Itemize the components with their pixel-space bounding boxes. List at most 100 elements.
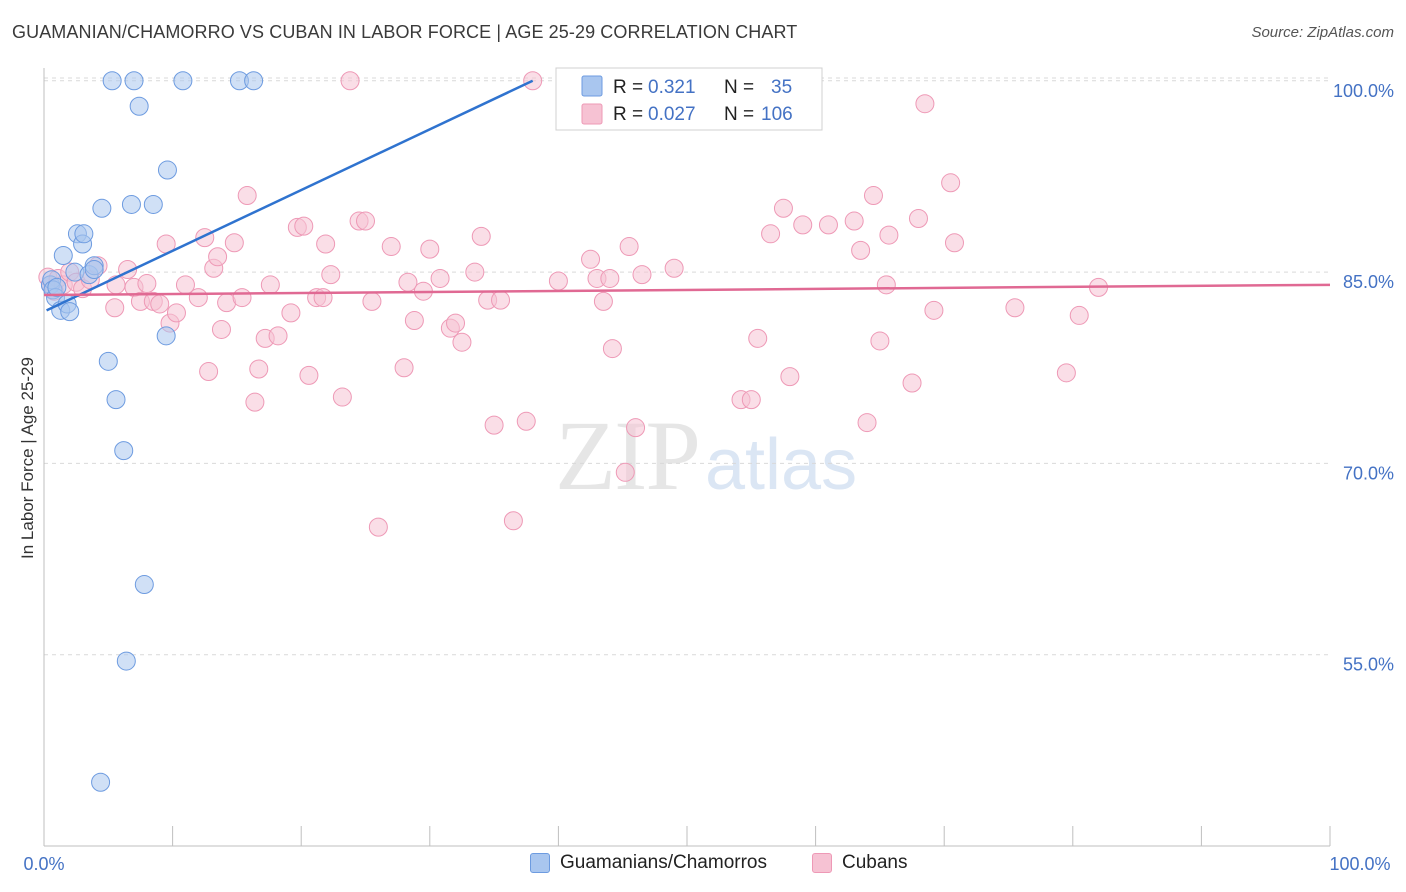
guamanian-point-29 — [157, 160, 177, 180]
cuban-point-91 — [863, 186, 883, 206]
source-credit: Source: ZipAtlas.com — [1251, 24, 1394, 41]
cuban-point-78 — [632, 265, 652, 285]
cuban-point-81 — [741, 390, 761, 410]
cuban-point-75 — [615, 462, 635, 482]
guamanian-point-32 — [244, 71, 264, 91]
cuban-point-37 — [281, 303, 301, 323]
guamanian-point-26 — [134, 575, 154, 595]
chart-title: GUAMANIAN/CHAMORRO VS CUBAN IN LABOR FOR… — [12, 22, 798, 42]
cuban-point-26 — [208, 247, 228, 267]
guamanian-point-12 — [74, 224, 94, 244]
cuban-point-39 — [294, 216, 314, 236]
cuban-point-35 — [260, 275, 280, 295]
bottom-legend: Guamanians/Chamorros Cubans — [0, 852, 1406, 878]
guamanian-point-18 — [98, 351, 118, 371]
legend-swatch-blue — [581, 75, 603, 97]
cuban-point-66 — [503, 511, 523, 531]
legend-n-label-pink: N = — [724, 104, 754, 125]
legend-item-guamanians: Guamanians/Chamorros — [530, 852, 767, 874]
cuban-point-89 — [851, 240, 871, 260]
legend-label-guamanians: Guamanians/Chamorros — [560, 852, 767, 873]
y-tick-label-3: 55.0% — [1343, 655, 1394, 675]
guamanian-point-16 — [92, 198, 112, 218]
stats-legend: R = 0.321 N = 35 R = 0.027 N = 106 — [555, 67, 823, 131]
cuban-point-67 — [516, 411, 536, 431]
cuban-point-88 — [844, 211, 864, 231]
cuban-point-61 — [465, 262, 485, 282]
y-tick-label-0: 100.0% — [1333, 81, 1394, 101]
guamanian-point-20 — [106, 390, 126, 410]
cuban-point-100 — [944, 233, 964, 253]
cuban-point-86 — [793, 215, 813, 235]
guamanian-point-19 — [102, 71, 122, 91]
cuban-point-46 — [340, 71, 360, 91]
cuban-point-87 — [818, 215, 838, 235]
legend-r-label-blue: R = — [613, 77, 643, 98]
x-ticks — [43, 826, 1331, 846]
guamanian-point-21 — [114, 441, 134, 461]
cuban-point-96 — [908, 208, 928, 228]
cuban-point-42 — [313, 288, 333, 308]
cuban-point-32 — [245, 392, 265, 412]
cuban-point-69 — [548, 271, 568, 291]
cuban-point-52 — [394, 358, 414, 378]
zipatlas-watermark: ZIPatlas — [555, 398, 857, 513]
cuban-point-102 — [1056, 363, 1076, 383]
cuban-point-76 — [619, 237, 639, 257]
y-tick-label-2: 70.0% — [1343, 463, 1394, 483]
cuban-point-20 — [166, 303, 186, 323]
cuban-point-64 — [484, 415, 504, 435]
watermark-atlas: atlas — [705, 425, 858, 505]
cuban-point-92 — [870, 331, 890, 351]
cuban-point-60 — [452, 332, 472, 352]
cuban-point-15 — [137, 274, 157, 294]
cuban-point-85 — [780, 367, 800, 387]
cuban-point-99 — [941, 173, 961, 193]
legend-swatch-guamanians — [530, 853, 550, 873]
cuban-point-50 — [368, 517, 388, 537]
axes — [43, 68, 1330, 847]
cuban-point-56 — [420, 239, 440, 259]
legend-n-value-blue: 35 — [771, 77, 792, 98]
guamanian-point-8 — [60, 302, 80, 322]
legend-r-value-blue: 0.321 — [648, 77, 696, 98]
guamanian-point-24 — [124, 71, 144, 91]
guamanian-point-23 — [121, 194, 141, 214]
cuban-point-29 — [224, 233, 244, 253]
cuban-point-103 — [1069, 305, 1089, 325]
cuban-point-95 — [902, 373, 922, 393]
cuban-point-93 — [876, 275, 896, 295]
legend-n-value-pink: 106 — [761, 104, 793, 125]
cuban-point-53 — [398, 272, 418, 292]
cuban-point-90 — [857, 413, 877, 433]
cuban-point-49 — [362, 291, 382, 311]
guamanian-point-22 — [116, 651, 136, 671]
x-tick-label-max: 100.0% — [1329, 854, 1390, 874]
cuban-point-79 — [664, 258, 684, 278]
cuban-point-83 — [761, 224, 781, 244]
cuban-point-74 — [602, 339, 622, 359]
cuban-point-44 — [321, 265, 341, 285]
legend-label-cubans: Cubans — [842, 852, 908, 873]
cuban-point-72 — [593, 291, 613, 311]
cuban-point-10 — [105, 298, 125, 318]
guamanian-point-15 — [84, 260, 104, 280]
cuban-point-59 — [446, 313, 466, 333]
cuban-point-33 — [249, 359, 269, 379]
guamanian-point-28 — [156, 326, 176, 346]
legend-r-label-pink: R = — [613, 104, 643, 125]
cuban-point-27 — [211, 319, 231, 339]
cuban-point-84 — [773, 198, 793, 218]
cuban-point-70 — [581, 249, 601, 269]
guamanian-point-6 — [53, 245, 73, 265]
watermark-zip: ZIP — [555, 400, 701, 511]
guamanian-trend-line — [46, 79, 534, 312]
cuban-point-65 — [491, 290, 511, 310]
cuban-point-51 — [381, 237, 401, 257]
cuban-point-17 — [150, 294, 170, 314]
legend-item-cubans: Cubans — [812, 852, 908, 874]
trend-lines — [43, 79, 1331, 312]
cuban-point-101 — [1005, 298, 1025, 318]
cuban-point-30 — [232, 288, 252, 308]
